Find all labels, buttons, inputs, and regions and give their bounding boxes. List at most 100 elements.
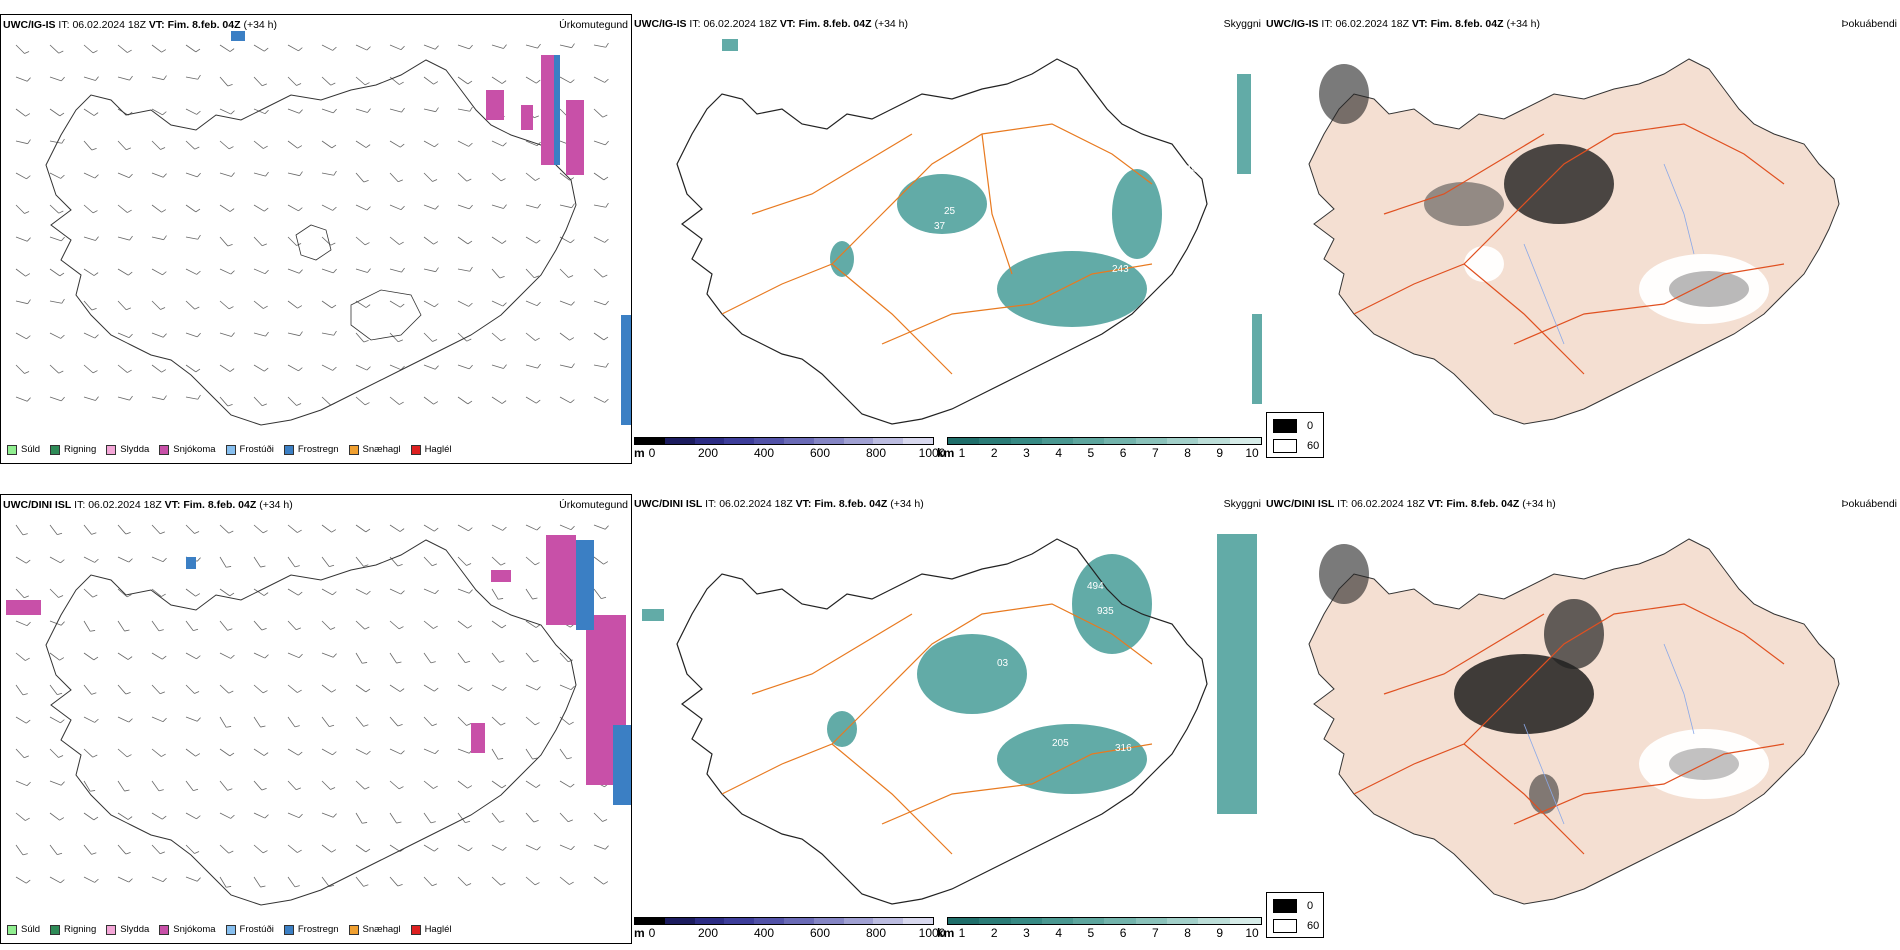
wind-barb-feather bbox=[604, 398, 609, 403]
wind-barb bbox=[219, 396, 229, 407]
wind-barb-feather bbox=[366, 206, 371, 211]
visibility-tick-label: 8 bbox=[1184, 926, 1191, 940]
wind-barb bbox=[559, 364, 572, 369]
wind-barb-feather bbox=[366, 46, 371, 51]
wind-barb-feather bbox=[401, 107, 405, 113]
scale-color-step bbox=[1198, 438, 1230, 444]
wind-barb-feather bbox=[534, 882, 540, 886]
wind-barb bbox=[321, 588, 333, 596]
wind-barb bbox=[525, 332, 536, 341]
wind-barb bbox=[49, 684, 58, 695]
wind-barb-feather bbox=[298, 109, 303, 114]
wind-barb bbox=[287, 652, 300, 659]
wind-barb bbox=[15, 716, 27, 724]
wind-barb-feather bbox=[61, 236, 65, 242]
wind-barb bbox=[15, 268, 26, 277]
wind-barb bbox=[593, 876, 604, 885]
iceland-coastline bbox=[45, 59, 577, 426]
wind-barb bbox=[287, 364, 299, 372]
wind-barb-feather bbox=[330, 242, 336, 246]
scale-color-step bbox=[873, 918, 904, 924]
wind-barb bbox=[389, 684, 401, 692]
wind-barb-feather bbox=[26, 175, 31, 180]
wind-barb-feather bbox=[501, 240, 507, 244]
scale-color-step bbox=[1167, 438, 1199, 444]
panel-header: UWC/DINI ISL IT: 06.02.2024 18Z VT: Fim.… bbox=[634, 498, 924, 510]
wind-barb-feather bbox=[434, 749, 439, 754]
wind-barb-feather bbox=[297, 849, 302, 853]
wind-barb bbox=[355, 76, 366, 86]
wind-barb bbox=[151, 556, 164, 563]
wind-barb bbox=[423, 332, 433, 342]
wind-barb bbox=[15, 556, 27, 564]
wind-barb-feather bbox=[24, 211, 30, 214]
wind-barb bbox=[423, 844, 435, 852]
wind-barb bbox=[15, 204, 25, 214]
wind-barb bbox=[355, 652, 363, 664]
wind-barb-feather bbox=[61, 138, 65, 144]
wind-barb bbox=[49, 44, 60, 54]
vt-value: Fim. 8.feb. 04Z bbox=[1430, 18, 1504, 30]
wind-barb-feather bbox=[93, 656, 99, 661]
wind-barb bbox=[83, 780, 91, 792]
wind-barb bbox=[321, 172, 334, 176]
legend-swatch bbox=[225, 444, 236, 455]
panel-header: UWC/DINI ISL IT: 06.02.2024 18Z VT: Fim.… bbox=[3, 499, 293, 511]
height-label: 25 bbox=[944, 206, 956, 217]
visibility-tick-label: 7 bbox=[1151, 446, 1159, 460]
wind-barb-feather bbox=[26, 621, 31, 626]
wind-barb-feather bbox=[298, 269, 303, 274]
wind-barb bbox=[151, 588, 162, 597]
wind-barb bbox=[253, 332, 266, 337]
wind-barb-feather bbox=[263, 305, 268, 309]
wind-barb-feather bbox=[365, 528, 371, 533]
wind-barb-feather bbox=[501, 624, 507, 629]
wind-barb bbox=[355, 44, 368, 51]
wind-barb bbox=[525, 300, 538, 307]
height-label: 494 bbox=[1087, 581, 1104, 592]
wind-barb bbox=[253, 652, 266, 659]
wind-barb bbox=[83, 844, 92, 855]
wind-barb-feather bbox=[604, 525, 609, 530]
wind-barb bbox=[219, 524, 230, 534]
wind-barb bbox=[151, 876, 164, 883]
legend-swatch bbox=[106, 444, 117, 455]
wind-barb-feather bbox=[261, 627, 267, 631]
wind-barb-feather bbox=[92, 210, 98, 214]
wind-barb bbox=[83, 652, 95, 661]
wind-barb-feather bbox=[501, 400, 507, 404]
wind-barb bbox=[355, 556, 364, 567]
wind-barb-feather bbox=[229, 752, 235, 757]
wind-barb-feather bbox=[363, 884, 369, 887]
wind-barb bbox=[49, 620, 62, 626]
wind-barb bbox=[15, 172, 27, 180]
wind-barb-feather bbox=[94, 718, 99, 723]
wind-barb bbox=[321, 108, 334, 114]
it-value: 06.02.2024 18Z bbox=[88, 499, 162, 511]
wind-barb-feather bbox=[298, 813, 303, 818]
wind-barb-feather bbox=[570, 783, 575, 788]
wind-barb bbox=[389, 652, 397, 664]
wind-barb-feather bbox=[430, 661, 436, 664]
wind-barb bbox=[15, 364, 25, 374]
wind-barb-feather bbox=[163, 235, 167, 240]
wind-barb bbox=[389, 588, 402, 595]
wind-barb bbox=[49, 716, 61, 724]
visibility-tick-label: 9 bbox=[1216, 446, 1224, 460]
wind-barb-feather bbox=[396, 661, 402, 664]
height-tick-label: 400 bbox=[753, 926, 775, 940]
wind-barb-feather bbox=[432, 563, 437, 567]
wind-barb-feather bbox=[161, 753, 166, 757]
wind-barb bbox=[321, 76, 332, 86]
legend-swatch bbox=[50, 444, 61, 455]
wind-barb-feather bbox=[160, 531, 165, 535]
wind-barb-feather bbox=[93, 816, 99, 821]
scale-color-step bbox=[694, 918, 725, 924]
wind-barb bbox=[287, 876, 296, 888]
wind-barb-feather bbox=[126, 594, 132, 598]
wind-barb-feather bbox=[536, 686, 541, 691]
wind-barb-feather bbox=[22, 533, 28, 536]
wind-barb bbox=[253, 876, 261, 888]
wind-barb-feather bbox=[263, 592, 269, 596]
wind-barb-feather bbox=[365, 144, 371, 148]
